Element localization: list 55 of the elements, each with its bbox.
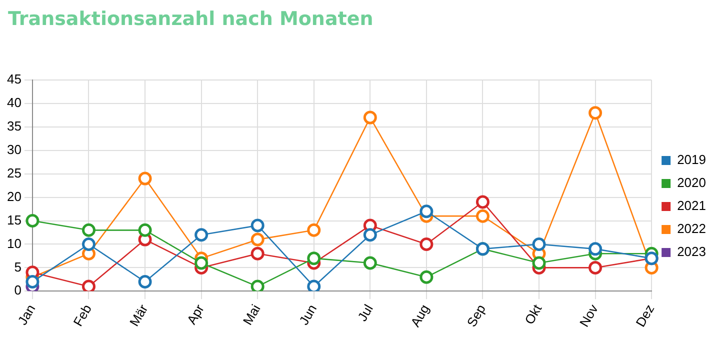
point	[194, 256, 208, 270]
legend-label: 2019	[677, 152, 706, 168]
y-tick-label: 5	[14, 259, 22, 274]
point	[82, 280, 96, 292]
point	[250, 218, 264, 232]
legend-label: 2021	[677, 198, 706, 214]
point	[138, 172, 152, 186]
point	[420, 270, 434, 284]
chart-title: Transaktionsanzahl nach Monaten	[8, 8, 374, 30]
x-tick-label: Feb	[70, 302, 94, 329]
point	[138, 275, 152, 289]
legend-label: 2023	[677, 244, 706, 260]
point	[420, 204, 434, 218]
point	[82, 237, 96, 251]
legend-label: 2022	[677, 221, 706, 236]
point	[194, 228, 208, 242]
point	[532, 256, 546, 270]
point	[588, 106, 602, 120]
point	[476, 195, 490, 209]
x-tick-label: Dez	[632, 302, 658, 330]
y-tick-label: 0	[14, 282, 22, 298]
point	[250, 280, 264, 292]
point	[250, 232, 264, 246]
point	[532, 237, 546, 251]
point	[250, 246, 264, 260]
x-tick-label: Okt	[522, 302, 545, 327]
point	[138, 223, 152, 237]
point	[307, 252, 321, 266]
point	[588, 242, 602, 256]
x-tick-label: Mär	[126, 301, 152, 329]
point	[420, 237, 434, 251]
y-tick-label: 45	[6, 72, 22, 87]
y-tick-label: 20	[6, 188, 22, 204]
point	[476, 209, 490, 223]
point	[363, 256, 377, 270]
y-tick-label: 25	[6, 165, 22, 180]
point	[588, 260, 602, 274]
y-tick-label: 35	[6, 118, 22, 134]
x-tick-label: Jun	[296, 302, 320, 328]
x-tick-label: Mai	[240, 302, 264, 328]
point	[307, 280, 321, 292]
x-tick-label: Jan	[14, 302, 38, 328]
legend-label: 2020	[677, 175, 706, 190]
x-tick-label: Jul	[354, 302, 376, 324]
x-tick-label: Apr	[184, 301, 208, 327]
y-tick-label: 10	[6, 236, 22, 251]
x-tick-label: Sep	[464, 302, 488, 330]
y-tick-label: 40	[6, 95, 22, 110]
point	[307, 223, 321, 237]
point	[363, 228, 377, 242]
y-tick-label: 30	[6, 142, 22, 157]
point	[26, 275, 40, 289]
y-tick-label: 15	[6, 212, 22, 228]
point	[82, 223, 96, 237]
point	[363, 110, 377, 124]
